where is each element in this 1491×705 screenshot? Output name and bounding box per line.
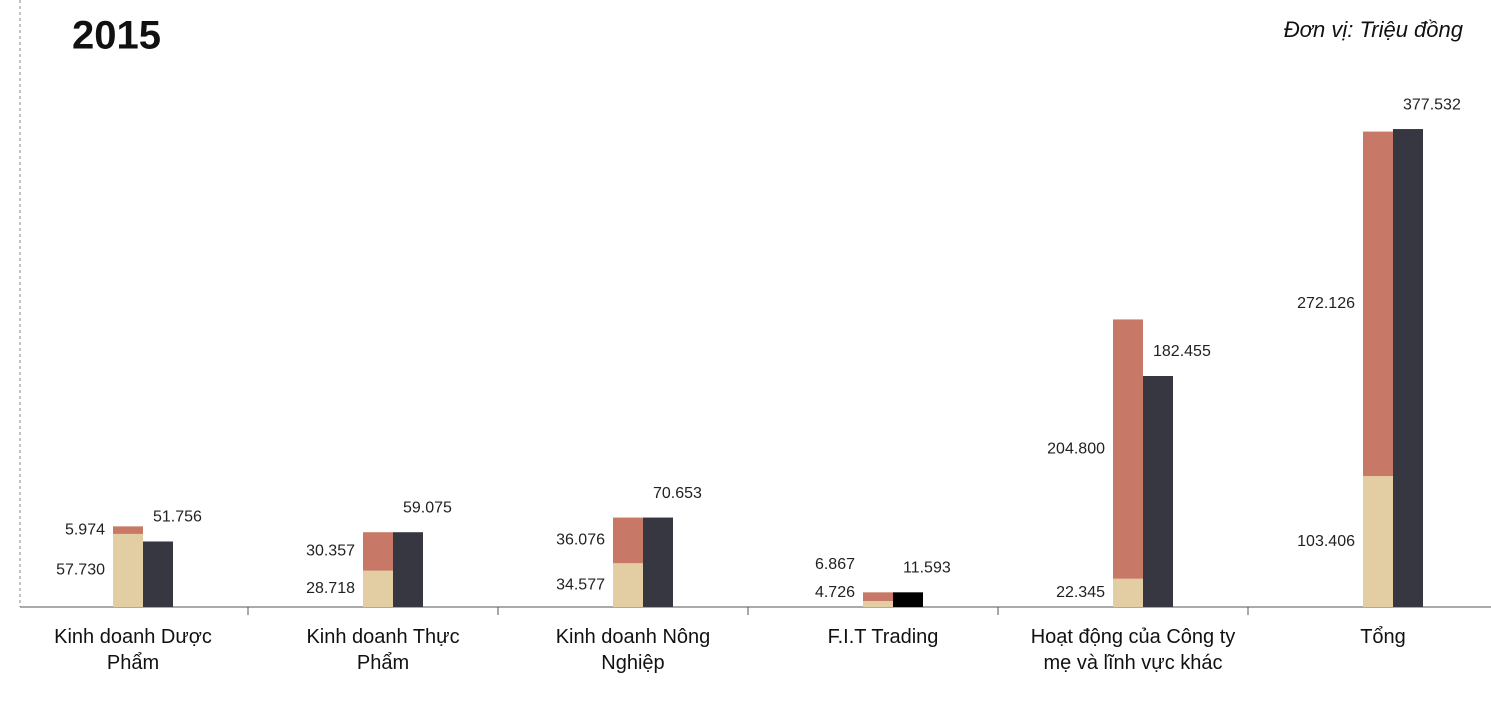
chart-title: 2015 [72, 14, 161, 58]
value-label: 36.076 [556, 532, 605, 549]
x-tick-label: Tổng [1360, 626, 1406, 648]
bar [643, 517, 673, 607]
x-tick-label: Hoạt động của Công ty mẹ và lĩnh vực khá… [1030, 626, 1236, 674]
value-label: 51.756 [153, 509, 202, 526]
bar-segment [1363, 476, 1393, 607]
value-label: 34.577 [556, 576, 605, 593]
bar-segment [1113, 578, 1143, 607]
bar-segment [363, 532, 393, 571]
bar [143, 541, 173, 607]
value-label: 5.974 [65, 521, 105, 538]
bar-segment [613, 517, 643, 564]
bar [1143, 376, 1173, 607]
value-label: 11.593 [903, 560, 951, 577]
value-label: 4.726 [815, 584, 855, 601]
x-tick-label: Kinh doanh Nông Nghiệp [555, 626, 711, 674]
value-label: 204.800 [1047, 440, 1105, 457]
value-label: 28.718 [306, 580, 355, 597]
x-tick-label: Kinh doanh Thực Phẩm [306, 626, 460, 674]
value-label: 182.455 [1153, 343, 1211, 360]
unit-note: Đơn vị: Triệu đồng [1284, 17, 1464, 42]
bar-segment [613, 563, 643, 607]
bar-segment [113, 526, 143, 534]
value-label: 57.730 [56, 562, 105, 579]
bar-segment [1363, 131, 1393, 477]
bar-segment [1113, 319, 1143, 579]
value-label: 377.532 [1403, 96, 1461, 113]
value-label: 30.357 [306, 543, 355, 560]
bar-segment [113, 533, 143, 607]
bar [893, 592, 923, 607]
value-label: 103.406 [1297, 533, 1355, 550]
x-tick-label: Kinh doanh Dược Phẩm [54, 626, 212, 674]
bar-segment [363, 570, 393, 607]
x-tick-label: F.I.T Trading [827, 626, 939, 648]
value-label: 22.345 [1056, 584, 1105, 601]
value-label: 6.867 [815, 556, 855, 573]
bar-segment [863, 601, 893, 607]
value-label: 272.126 [1297, 295, 1355, 312]
value-label: 70.653 [653, 485, 702, 502]
bar [1393, 129, 1423, 607]
bar [393, 532, 423, 607]
bar-segment [863, 592, 893, 602]
value-label: 59.075 [403, 499, 452, 516]
